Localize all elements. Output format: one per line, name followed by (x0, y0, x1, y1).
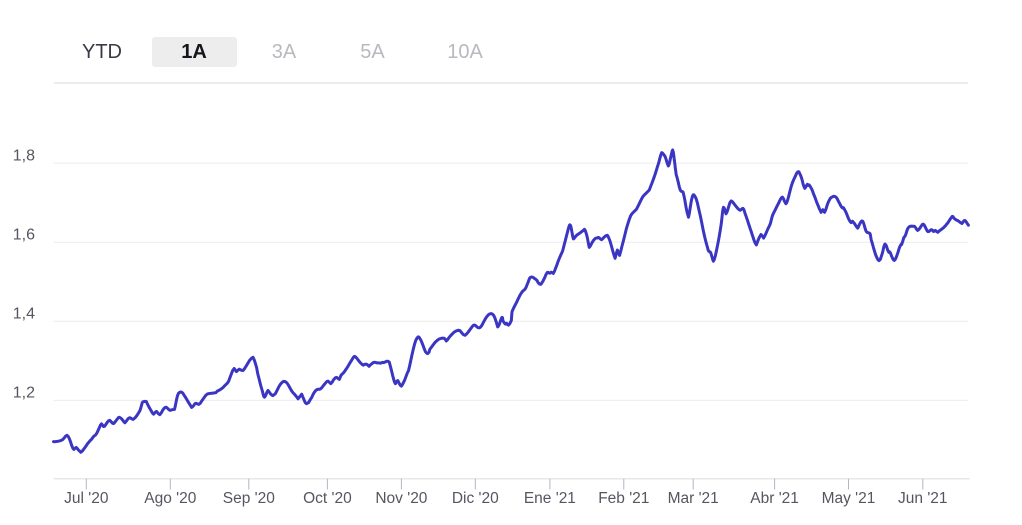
svg-text:1,6: 1,6 (13, 226, 35, 243)
svg-text:1,8: 1,8 (13, 147, 35, 164)
svg-text:Nov '20: Nov '20 (375, 490, 427, 507)
svg-text:Ene '21: Ene '21 (524, 490, 576, 507)
svg-text:Sep '20: Sep '20 (223, 490, 275, 507)
svg-text:1,4: 1,4 (13, 306, 35, 323)
svg-text:Ago '20: Ago '20 (144, 490, 196, 507)
svg-text:Oct '20: Oct '20 (303, 490, 352, 507)
svg-text:Mar '21: Mar '21 (668, 490, 719, 507)
svg-text:Dic '20: Dic '20 (452, 490, 499, 507)
svg-text:May '21: May '21 (822, 490, 876, 507)
svg-text:1,2: 1,2 (13, 385, 35, 402)
svg-text:Jun '21: Jun '21 (898, 490, 948, 507)
svg-text:Feb '21: Feb '21 (598, 490, 649, 507)
svg-text:Abr '21: Abr '21 (750, 490, 799, 507)
svg-text:Jul '20: Jul '20 (64, 490, 109, 507)
